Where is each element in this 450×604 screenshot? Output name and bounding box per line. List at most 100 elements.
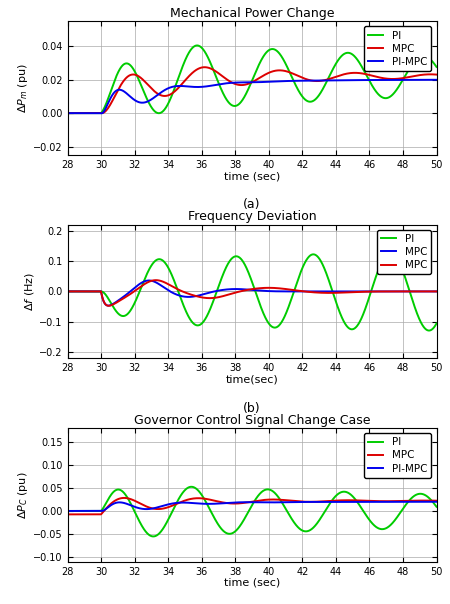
MPC	[223, 500, 228, 507]
PI	[240, 95, 246, 103]
X-axis label: time (sec): time (sec)	[224, 578, 280, 588]
Line: PI: PI	[68, 487, 436, 536]
MPC	[220, 286, 225, 294]
PI	[220, 272, 225, 280]
PI	[388, 249, 393, 257]
Line: PI-MPC: PI-MPC	[68, 502, 436, 511]
Y-axis label: $\Delta P_m$ (pu): $\Delta P_m$ (pu)	[16, 63, 30, 113]
Y-axis label: $\Delta f$ (Hz): $\Delta f$ (Hz)	[23, 272, 36, 311]
Text: (a): (a)	[243, 199, 261, 211]
PI-MPC	[333, 77, 338, 84]
PI	[333, 492, 338, 500]
PI-MPC	[423, 76, 428, 83]
MPC	[220, 72, 225, 80]
MPC	[65, 288, 70, 295]
PI	[434, 503, 439, 510]
PI	[151, 533, 156, 540]
Line: MPC: MPC	[68, 280, 436, 306]
MPC	[434, 288, 439, 295]
PI	[423, 325, 428, 332]
MPC	[240, 82, 246, 89]
PI	[423, 492, 428, 499]
PI-MPC	[240, 79, 246, 86]
Line: MPC: MPC	[68, 67, 436, 113]
MPC	[404, 497, 410, 504]
MPC	[220, 292, 225, 300]
PI-MPC	[423, 498, 428, 506]
MPC	[404, 288, 410, 295]
Y-axis label: $\Delta P_C$ (pu): $\Delta P_C$ (pu)	[16, 471, 30, 519]
PI	[194, 42, 200, 49]
PI	[65, 288, 70, 295]
Legend: PI, MPC, MPC: PI, MPC, MPC	[377, 230, 431, 274]
PI	[423, 53, 428, 60]
PI	[434, 320, 439, 327]
PI-MPC	[99, 507, 104, 515]
PI	[223, 94, 228, 101]
MPC	[333, 289, 338, 297]
MPC	[202, 63, 207, 71]
PI	[426, 327, 432, 334]
MPC	[423, 288, 428, 295]
PI	[156, 109, 162, 117]
PI-MPC	[223, 500, 228, 507]
X-axis label: time (sec): time (sec)	[224, 171, 280, 181]
MPC	[146, 277, 152, 284]
MPC	[240, 287, 246, 294]
PI	[333, 60, 338, 68]
MPC	[153, 277, 158, 284]
Title: Governor Control Signal Change Case: Governor Control Signal Change Case	[134, 414, 370, 427]
PI-MPC	[223, 80, 228, 87]
MPC	[333, 73, 338, 80]
Line: PI-MPC: PI-MPC	[68, 80, 436, 114]
PI-MPC	[65, 109, 70, 117]
X-axis label: time(sec): time(sec)	[225, 374, 279, 385]
PI-MPC	[240, 499, 246, 506]
PI-MPC	[220, 500, 225, 507]
PI	[220, 89, 225, 96]
PI-MPC	[434, 498, 439, 506]
MPC	[333, 288, 338, 295]
PI	[65, 507, 70, 515]
MPC	[333, 497, 338, 504]
PI	[65, 109, 70, 117]
PI	[240, 258, 246, 265]
Text: (b): (b)	[243, 402, 261, 415]
MPC	[404, 288, 410, 295]
PI	[223, 529, 228, 536]
PI-MPC	[333, 498, 338, 506]
PI-MPC	[404, 76, 410, 83]
MPC	[434, 288, 439, 295]
MPC	[240, 500, 246, 507]
MPC	[65, 288, 70, 295]
PI	[220, 527, 225, 534]
PI	[333, 297, 338, 304]
MPC	[99, 109, 104, 117]
MPC	[220, 499, 225, 506]
MPC	[223, 75, 228, 82]
Title: Frequency Deviation: Frequency Deviation	[188, 210, 316, 223]
PI	[240, 518, 246, 525]
MPC	[223, 286, 228, 293]
MPC	[404, 74, 410, 81]
MPC	[434, 71, 439, 78]
Line: MPC: MPC	[68, 280, 436, 306]
PI	[434, 63, 439, 71]
MPC	[434, 497, 439, 504]
PI-MPC	[220, 80, 225, 88]
Line: PI: PI	[68, 45, 436, 113]
PI	[189, 483, 194, 490]
PI-MPC	[404, 498, 410, 506]
MPC	[423, 497, 428, 504]
MPC	[106, 302, 112, 309]
Line: PI: PI	[68, 253, 436, 330]
PI-MPC	[65, 507, 70, 515]
MPC	[106, 302, 111, 309]
PI	[404, 500, 410, 507]
Title: Mechanical Power Change: Mechanical Power Change	[170, 7, 334, 20]
PI	[404, 69, 410, 76]
MPC	[65, 109, 70, 117]
Legend: PI, MPC, PI-MPC: PI, MPC, PI-MPC	[364, 27, 431, 71]
MPC	[423, 71, 428, 78]
Line: MPC: MPC	[68, 498, 436, 515]
